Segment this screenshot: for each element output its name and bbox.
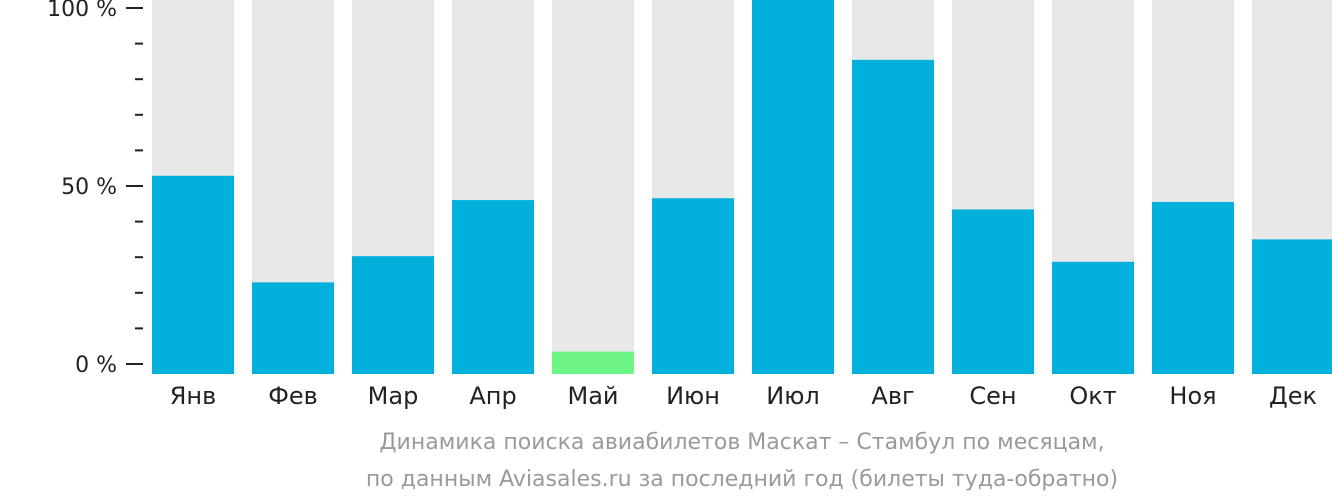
- bar-11: [1152, 201, 1234, 374]
- x-tick-label: Сен: [969, 382, 1016, 410]
- bar-12: [1252, 239, 1332, 374]
- chart-caption-line-2: по данным Aviasales.ru за последний год …: [365, 467, 1119, 492]
- y-tick-label: 50 %: [61, 175, 117, 200]
- bar-10: [1052, 261, 1134, 374]
- x-tick-label: Июл: [766, 382, 820, 410]
- x-tick-label: Авг: [871, 382, 914, 410]
- bar-7: [752, 0, 834, 374]
- chart-caption-line-1: Динамика поиска авиабилетов Маскат – Ста…: [379, 430, 1105, 455]
- bar-1: [152, 175, 234, 374]
- bar-background: [552, 0, 634, 374]
- x-tick-label: Янв: [170, 382, 217, 410]
- x-tick-label: Май: [567, 382, 618, 410]
- x-tick-label: Июн: [666, 382, 720, 410]
- x-tick-label: Окт: [1069, 382, 1116, 410]
- y-tick-label: 0 %: [75, 353, 117, 378]
- bar-chart-svg: 100 % 50 % 0 % Янв Фев Мар Апр Май Июн Июл Авг Сен О…: [47, 0, 1332, 410]
- bar-6: [652, 198, 734, 374]
- x-tick-label: Апр: [469, 382, 516, 410]
- bar-5: [552, 351, 634, 374]
- y-tick-label: 100 %: [47, 0, 117, 22]
- x-tick-label: Ноя: [1169, 382, 1216, 410]
- bar-3: [352, 256, 434, 374]
- x-tick-label: Мар: [368, 382, 419, 410]
- x-tick-label: Фев: [268, 382, 318, 410]
- bar-2: [252, 282, 334, 374]
- bar-9: [952, 209, 1034, 374]
- bar-4: [452, 200, 534, 374]
- bar-8: [852, 59, 934, 375]
- x-tick-label: Дек: [1269, 382, 1317, 410]
